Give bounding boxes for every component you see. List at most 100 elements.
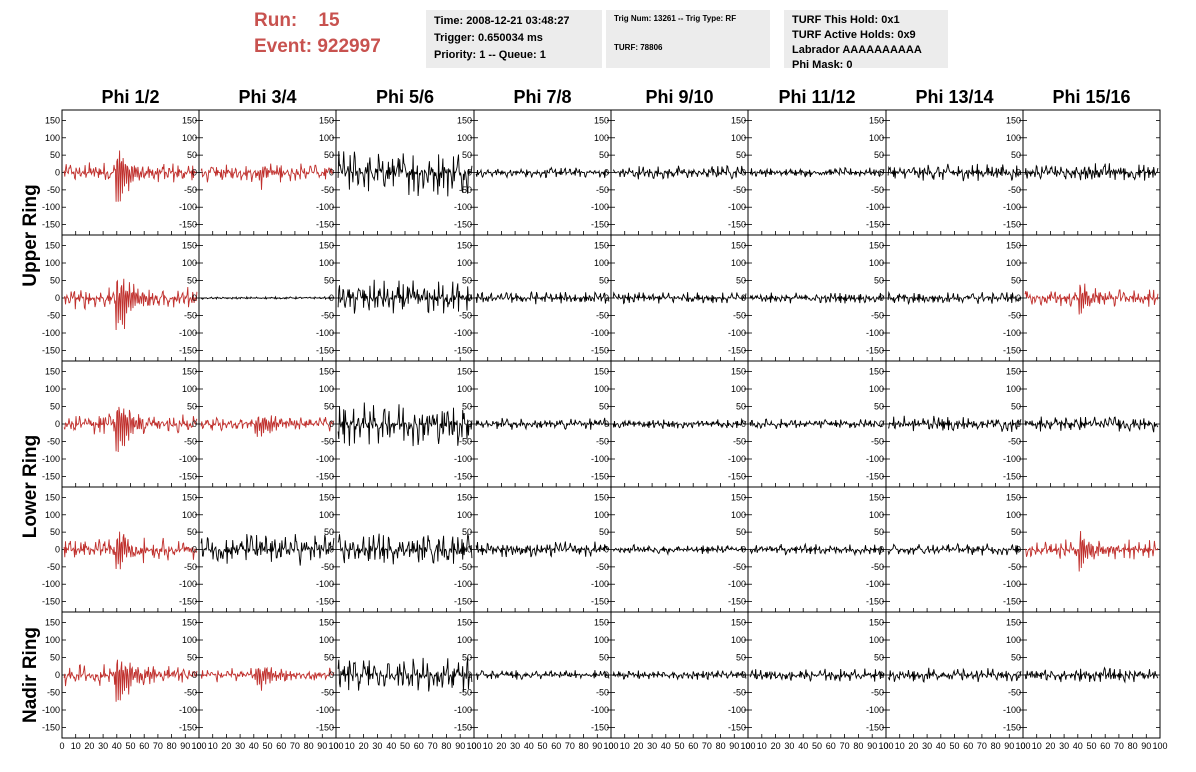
y-tick-label: 50 xyxy=(50,527,60,537)
y-tick-label: -150 xyxy=(591,723,609,733)
ring-label: Lower Ring xyxy=(20,435,41,538)
y-tick-label: 50 xyxy=(324,653,334,663)
x-tick-label: 60 xyxy=(826,741,836,751)
y-tick-label: -50 xyxy=(596,185,609,195)
y-tick-label: -150 xyxy=(42,346,60,356)
turf-text: TURF: 78806 xyxy=(614,43,663,52)
x-tick-label: 50 xyxy=(812,741,822,751)
y-tick-label: 100 xyxy=(45,635,60,645)
waveform-trace xyxy=(63,406,198,453)
y-tick-label: -100 xyxy=(454,454,472,464)
column-header: Phi 13/14 xyxy=(915,87,993,107)
y-tick-label: 50 xyxy=(599,527,609,537)
y-tick-label: 100 xyxy=(731,384,746,394)
y-tick-label: -50 xyxy=(459,688,472,698)
x-tick-label: 20 xyxy=(84,741,94,751)
y-tick-label: -100 xyxy=(1003,202,1021,212)
y-tick-label: -150 xyxy=(866,723,884,733)
waveform-trace xyxy=(63,531,198,570)
y-tick-label: 150 xyxy=(182,618,197,628)
y-tick-label: 0 xyxy=(604,419,609,429)
y-tick-label: 100 xyxy=(594,635,609,645)
y-tick-label: -50 xyxy=(184,437,197,447)
y-tick-label: -100 xyxy=(316,579,334,589)
x-tick-label: 50 xyxy=(949,741,959,751)
y-tick-label: 50 xyxy=(462,527,472,537)
y-tick-label: 100 xyxy=(45,384,60,394)
y-tick-label: 0 xyxy=(604,545,609,555)
x-tick-label: 70 xyxy=(428,741,438,751)
x-tick-label: 40 xyxy=(661,741,671,751)
y-tick-label: 50 xyxy=(187,527,197,537)
x-tick-label: 0 xyxy=(333,741,338,751)
y-tick-label: 50 xyxy=(1011,402,1021,412)
y-tick-label: -50 xyxy=(47,562,60,572)
waveform-trace xyxy=(1024,283,1159,315)
y-tick-label: 100 xyxy=(1006,384,1021,394)
y-tick-label: 0 xyxy=(329,419,334,429)
x-tick-label: 80 xyxy=(1128,741,1138,751)
y-tick-label: 50 xyxy=(1011,527,1021,537)
y-tick-label: 50 xyxy=(599,402,609,412)
y-tick-label: -50 xyxy=(184,688,197,698)
y-tick-label: -50 xyxy=(733,437,746,447)
y-tick-label: -50 xyxy=(596,311,609,321)
x-tick-label: 40 xyxy=(112,741,122,751)
event-value: 922997 xyxy=(317,36,381,57)
x-tick-label: 30 xyxy=(922,741,932,751)
x-tick-label: 50 xyxy=(125,741,135,751)
y-tick-label: -150 xyxy=(179,723,197,733)
x-tick-label: 10 xyxy=(483,741,493,751)
y-tick-label: -150 xyxy=(42,723,60,733)
y-tick-label: 100 xyxy=(182,384,197,394)
y-tick-label: 50 xyxy=(736,653,746,663)
y-tick-label: -100 xyxy=(866,202,884,212)
y-tick-label: 50 xyxy=(187,276,197,286)
waveform-trace xyxy=(887,542,1022,556)
turf-info-box: TURF This Hold: 0x1 TURF Active Holds: 0… xyxy=(784,10,948,71)
y-tick-label: 50 xyxy=(187,150,197,160)
x-tick-label: 100 xyxy=(328,741,343,751)
waveform-trace xyxy=(1024,530,1159,572)
y-tick-label: 50 xyxy=(50,150,60,160)
y-tick-label: 100 xyxy=(319,258,334,268)
y-tick-label: 0 xyxy=(467,293,472,303)
y-tick-label: 0 xyxy=(1016,670,1021,680)
waveform-trace xyxy=(475,166,610,179)
y-tick-label: -50 xyxy=(733,562,746,572)
x-tick-label: 50 xyxy=(537,741,547,751)
y-tick-label: -150 xyxy=(1003,346,1021,356)
waveform-trace xyxy=(887,163,1022,182)
y-tick-label: 0 xyxy=(192,670,197,680)
y-tick-label: 0 xyxy=(604,293,609,303)
waveform-trace xyxy=(337,279,473,314)
y-tick-label: -150 xyxy=(179,597,197,607)
y-tick-label: -100 xyxy=(866,328,884,338)
y-tick-label: 100 xyxy=(457,510,472,520)
x-tick-label: 90 xyxy=(729,741,739,751)
y-tick-label: -150 xyxy=(1003,220,1021,230)
y-tick-label: -100 xyxy=(42,328,60,338)
x-tick-label: 70 xyxy=(1114,741,1124,751)
y-tick-label: 50 xyxy=(599,150,609,160)
y-tick-label: 150 xyxy=(869,241,884,251)
y-tick-label: -100 xyxy=(316,202,334,212)
y-tick-label: 50 xyxy=(462,653,472,663)
x-tick-label: 90 xyxy=(1141,741,1151,751)
y-tick-label: 100 xyxy=(319,133,334,143)
x-tick-label: 80 xyxy=(304,741,314,751)
waveform-trace xyxy=(475,417,610,431)
y-tick-label: -50 xyxy=(47,688,60,698)
x-tick-label: 10 xyxy=(620,741,630,751)
x-tick-label: 20 xyxy=(771,741,781,751)
y-tick-label: 150 xyxy=(457,492,472,502)
y-tick-label: -100 xyxy=(1003,328,1021,338)
y-tick-label: 0 xyxy=(329,168,334,178)
x-tick-label: 50 xyxy=(674,741,684,751)
y-tick-label: 100 xyxy=(594,384,609,394)
y-tick-label: 100 xyxy=(869,510,884,520)
waveform-trace xyxy=(612,670,747,681)
y-tick-label: -150 xyxy=(454,472,472,482)
x-tick-label: 0 xyxy=(196,741,201,751)
y-tick-label: 150 xyxy=(319,241,334,251)
